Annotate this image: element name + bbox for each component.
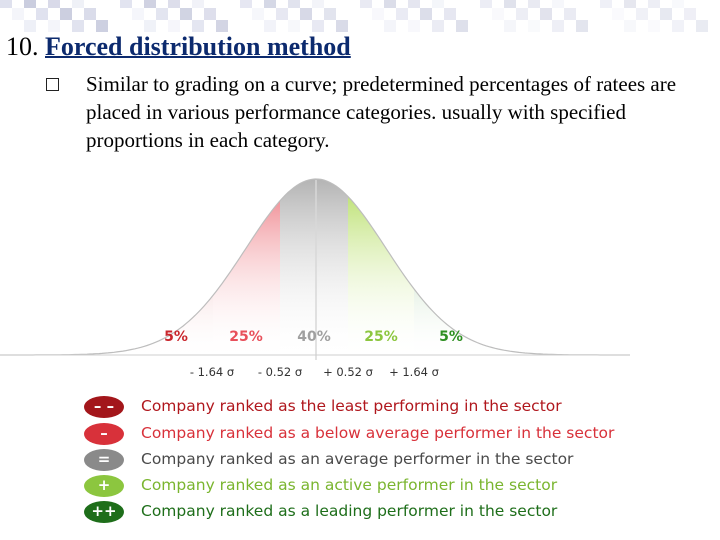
legend-text: Company ranked as a below average perfor… [141, 424, 615, 442]
sigma-label-4: + 1.64 σ [389, 365, 439, 379]
legend-text: Company ranked as an active performer in… [141, 476, 558, 494]
legend-item-least: – – Company ranked as the least performi… [84, 396, 714, 420]
sigma-label-3: + 0.52 σ [323, 365, 373, 379]
slide-title: 10. Forced distribution method [6, 32, 351, 62]
slide-title-text: Forced distribution method [45, 32, 351, 61]
legend-text: Company ranked as a leading performer in… [141, 502, 558, 520]
segment-40-average [280, 179, 348, 355]
minus-icon: – [84, 423, 124, 445]
legend-item-leading: ++ Company ranked as a leading performer… [84, 501, 714, 525]
sigma-label-2: - 0.52 σ [258, 365, 302, 379]
slide-number: 10. [6, 32, 39, 61]
legend-item-below-average: – Company ranked as a below average perf… [84, 423, 714, 447]
header-decoration [0, 0, 720, 32]
double-plus-icon: ++ [84, 501, 124, 523]
legend-item-average: = Company ranked as an average performer… [84, 449, 714, 473]
sigma-label-1: - 1.64 σ [190, 365, 234, 379]
pct-label-1: 5% [164, 329, 188, 345]
equals-icon: = [84, 449, 124, 471]
legend-text: Company ranked as the least performing i… [141, 397, 562, 415]
double-minus-icon: – – [84, 396, 124, 418]
plus-icon: + [84, 475, 124, 497]
bullet-text: Similar to grading on a curve; predeterm… [86, 72, 677, 152]
pct-label-3: 40% [297, 329, 331, 345]
bullet-box-icon [46, 78, 59, 91]
legend-item-active: + Company ranked as an active performer … [84, 475, 714, 499]
pct-label-2: 25% [229, 329, 263, 345]
legend-text: Company ranked as an average performer i… [141, 450, 574, 468]
bell-curve-chart: 5% 25% 40% 25% 5% - 1.64 σ - 0.52 σ + 0.… [0, 178, 630, 379]
pct-label-5: 5% [439, 329, 463, 345]
pct-label-4: 25% [364, 329, 398, 345]
